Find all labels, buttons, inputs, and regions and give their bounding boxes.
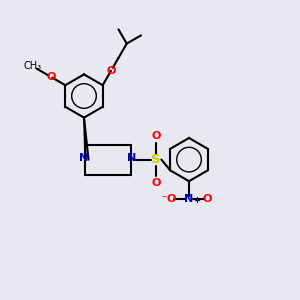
Text: N: N (184, 194, 194, 204)
Text: O: O (151, 131, 161, 141)
Text: O: O (46, 72, 56, 82)
Text: S: S (151, 153, 161, 166)
Text: +: + (193, 196, 200, 205)
Text: O: O (166, 194, 176, 204)
Text: ⁻: ⁻ (162, 194, 167, 204)
Text: N: N (128, 153, 136, 163)
Text: N: N (80, 153, 88, 163)
Text: O: O (202, 194, 212, 204)
Text: O: O (151, 178, 161, 188)
Text: CH₃: CH₃ (24, 61, 42, 71)
Text: O: O (106, 66, 116, 76)
